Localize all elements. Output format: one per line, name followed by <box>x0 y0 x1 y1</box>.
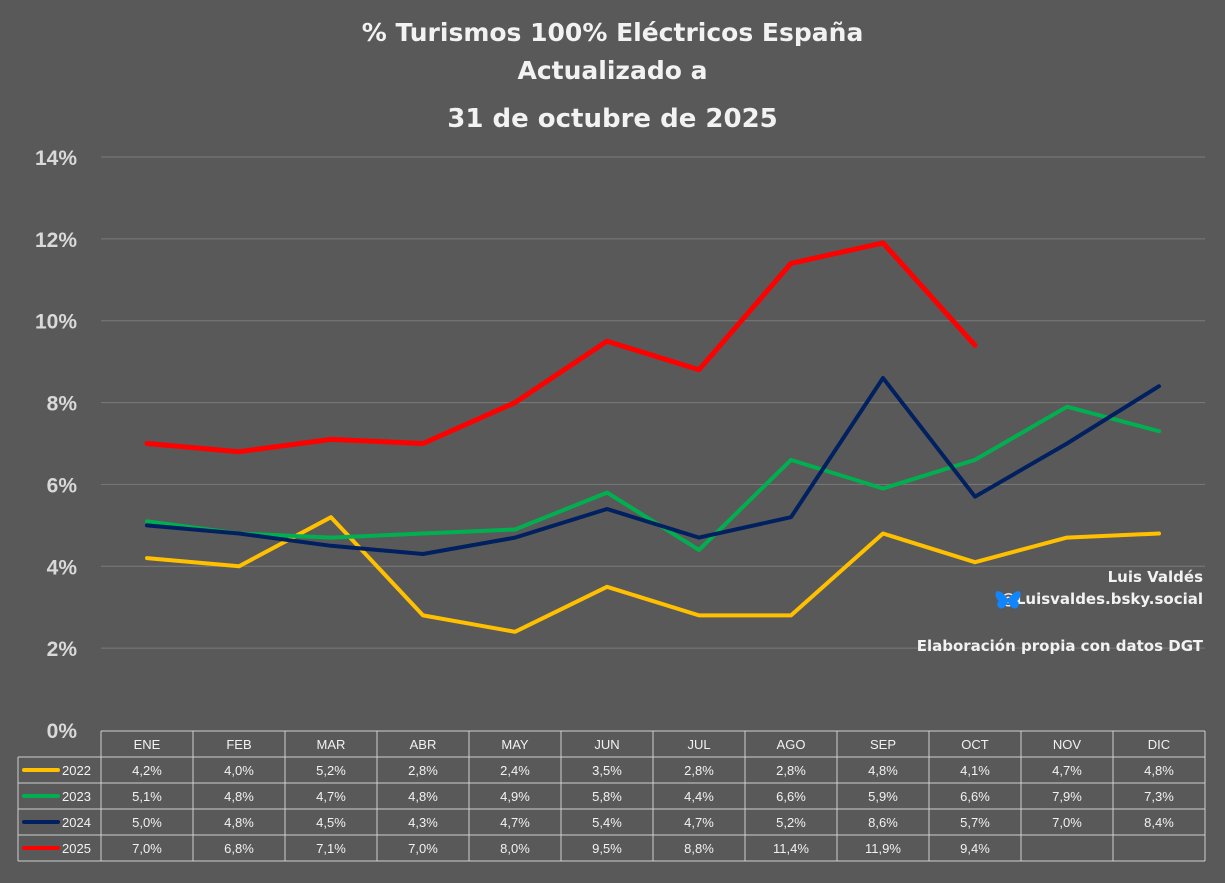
data-label: 4,8% <box>224 789 254 804</box>
series-line-2025 <box>144 240 978 455</box>
y-tick-label: 0% <box>47 720 78 743</box>
data-label: 5,9% <box>868 789 898 804</box>
data-label: 7,0% <box>408 841 438 856</box>
x-tick-label: ABR <box>410 737 437 752</box>
legend-label: 2023 <box>62 789 91 804</box>
y-tick-label: 2% <box>47 638 78 661</box>
data-label: 4,8% <box>868 763 898 778</box>
x-tick-label: JUL <box>687 737 710 752</box>
data-label: 5,8% <box>592 789 622 804</box>
data-label: 4,9% <box>500 789 530 804</box>
x-tick-label: JUN <box>594 737 619 752</box>
data-label: 6,6% <box>776 789 806 804</box>
data-label: 7,0% <box>1052 815 1082 830</box>
y-tick-label: 14% <box>35 147 77 170</box>
data-label: 8,0% <box>500 841 530 856</box>
data-label: 4,7% <box>316 789 346 804</box>
data-label: 7,0% <box>132 841 162 856</box>
data-label: 4,7% <box>684 815 714 830</box>
legend-label: 2022 <box>62 763 91 778</box>
data-label: 2,8% <box>776 763 806 778</box>
x-tick-label: FEB <box>226 737 251 752</box>
data-label: 11,9% <box>865 841 901 856</box>
data-label: 4,0% <box>224 763 254 778</box>
data-label: 4,8% <box>1144 763 1174 778</box>
x-tick-label: MAR <box>317 737 346 752</box>
data-label: 5,1% <box>132 789 162 804</box>
data-label: 4,1% <box>960 763 990 778</box>
x-tick-label: ENE <box>134 737 161 752</box>
data-label: 4,3% <box>408 815 438 830</box>
chart-title-line1: % Turismos 100% Eléctricos España <box>361 18 864 47</box>
series-line-2024 <box>145 376 1161 556</box>
data-label: 2,4% <box>500 763 530 778</box>
data-label: 4,8% <box>224 815 254 830</box>
chart-title-date: 31 de octubre de 2025 <box>447 104 778 134</box>
data-label: 4,2% <box>132 763 162 778</box>
data-label: 5,2% <box>776 815 806 830</box>
legend-label: 2024 <box>62 815 91 830</box>
data-label: 4,4% <box>684 789 714 804</box>
data-label: 2,8% <box>684 763 714 778</box>
data-label: 9,4% <box>960 841 990 856</box>
data-label: 5,0% <box>132 815 162 830</box>
data-label: 3,5% <box>592 763 622 778</box>
y-tick-label: 8% <box>47 393 78 416</box>
data-label: 6,8% <box>224 841 254 856</box>
author-handle: @Luisvaldes.bsky.social <box>995 590 1203 609</box>
data-label: 7,9% <box>1052 789 1082 804</box>
data-label: 2,8% <box>408 763 438 778</box>
data-label: 4,7% <box>1052 763 1082 778</box>
data-label: 4,8% <box>408 789 438 804</box>
y-tick-label: 6% <box>47 474 78 497</box>
y-tick-label: 4% <box>47 556 78 579</box>
x-tick-label: DIC <box>1148 737 1170 752</box>
x-tick-label: OCT <box>961 737 989 752</box>
data-label: 8,4% <box>1144 815 1174 830</box>
x-tick-label: SEP <box>870 737 896 752</box>
chart-title-line2: Actualizado a <box>517 56 708 85</box>
y-tick-label: 12% <box>35 229 77 252</box>
data-label: 5,2% <box>316 763 346 778</box>
series-line-2022 <box>145 515 1161 634</box>
x-tick-label: MAY <box>501 737 529 752</box>
data-label: 8,8% <box>684 841 714 856</box>
x-tick-label: NOV <box>1053 737 1082 752</box>
data-label: 4,7% <box>500 815 530 830</box>
data-label: 5,4% <box>592 815 622 830</box>
data-label: 5,7% <box>960 815 990 830</box>
author-name: Luis Valdés <box>1107 568 1203 586</box>
data-label: 4,5% <box>316 815 346 830</box>
y-tick-label: 10% <box>35 311 77 334</box>
author-handle-text: @Luisvaldes.bsky.social <box>1000 590 1203 608</box>
data-label: 11,4% <box>773 841 809 856</box>
data-label: 8,6% <box>868 815 898 830</box>
data-label: 7,3% <box>1144 789 1174 804</box>
data-label: 9,5% <box>592 841 622 856</box>
data-label: 7,1% <box>316 841 346 856</box>
data-label: 6,6% <box>960 789 990 804</box>
data-source-note: Elaboración propia con datos DGT <box>916 637 1203 655</box>
legend-label: 2025 <box>62 841 91 856</box>
x-tick-label: AGO <box>777 737 806 752</box>
